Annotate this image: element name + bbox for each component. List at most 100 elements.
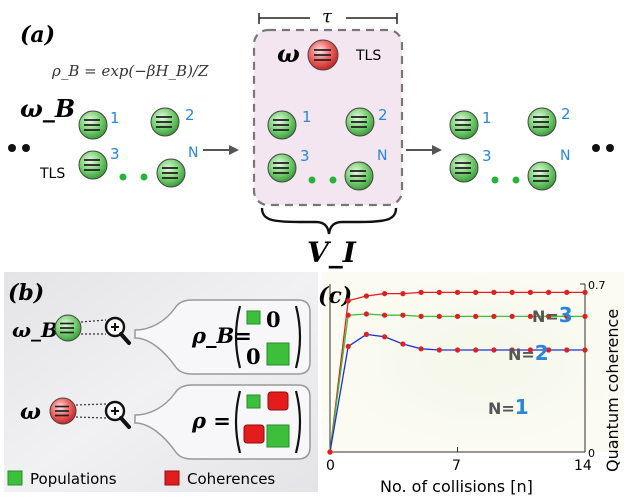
series-label-num: 3 — [559, 303, 573, 327]
matrix-bracket-right — [294, 390, 302, 454]
ellipsis-dot — [592, 144, 600, 152]
data-point — [363, 331, 369, 337]
system-qubit — [307, 39, 339, 71]
data-point — [582, 289, 588, 295]
out-qubit-index-3: 3 — [482, 147, 492, 165]
data-point — [546, 347, 552, 353]
arrow-right-icon — [203, 145, 239, 155]
data-point — [436, 313, 442, 319]
out-qubit-3 — [449, 153, 479, 183]
x-tick-7: 7 — [452, 458, 461, 474]
rho-label: ρ = — [191, 408, 231, 433]
data-point — [527, 313, 534, 319]
green-dot — [491, 176, 499, 184]
rho-b-formula: ρ_B = exp(−βH_B)/Z — [51, 62, 209, 80]
interaction-label: V_I — [307, 236, 357, 269]
qubit-index-n: N — [188, 145, 198, 161]
x-tick-0: 0 — [326, 458, 335, 474]
rho-callout — [134, 384, 311, 460]
data-point — [582, 313, 588, 319]
data-point — [382, 291, 388, 297]
out-qubit-index-1: 1 — [482, 109, 492, 127]
arrow-right-icon — [406, 145, 442, 155]
panel-b: (b) ω_B ρ_B= 0 0 ω — [4, 272, 318, 492]
series-label-n2: N=2 — [508, 341, 549, 365]
series-label-n1: N=1 — [488, 395, 529, 419]
data-point — [363, 293, 369, 299]
tau-label: τ — [322, 6, 333, 27]
green-dot — [308, 176, 316, 184]
data-point — [436, 347, 442, 353]
population-square-large — [266, 342, 290, 366]
legend-coherences-swatch — [164, 470, 180, 486]
panel-a: (a) ρ_B = exp(−βH_B)/Z ω_B 1 2 TLS 3 — [8, 6, 614, 269]
data-point — [564, 347, 570, 353]
box-qubit-3 — [267, 153, 297, 183]
y-tick-07: 0.7 — [588, 279, 606, 292]
series-label-num: 2 — [535, 341, 549, 365]
box-qubit-index-2: 2 — [378, 106, 388, 124]
data-point — [546, 313, 552, 319]
green-dot — [140, 173, 148, 181]
out-qubit-1 — [449, 110, 479, 140]
series-label-prefix: N= — [488, 399, 515, 418]
rho-b-label: ρ_B= — [191, 323, 252, 348]
data-point — [473, 313, 479, 319]
ellipsis-dot — [8, 144, 16, 152]
data-point — [454, 313, 461, 319]
magnifier-icon — [104, 400, 131, 429]
data-point — [454, 347, 461, 353]
green-dot — [329, 176, 337, 184]
series-label-prefix: N= — [532, 307, 559, 326]
data-point — [564, 313, 570, 319]
bath-qubit-1 — [78, 110, 108, 140]
omega-label: ω — [277, 39, 300, 68]
qubit-index-1: 1 — [110, 109, 120, 127]
data-point — [509, 289, 515, 295]
bath-qubit-n — [156, 158, 186, 188]
data-point — [454, 289, 461, 295]
coherence-square — [267, 391, 289, 411]
y-tick-0: 0 — [588, 447, 595, 460]
tls-label: TLS — [39, 166, 65, 182]
qubit-index-2: 2 — [185, 106, 195, 124]
box-qubit-index-1: 1 — [302, 108, 312, 126]
green-dot — [512, 176, 520, 184]
ellipsis-dot — [22, 144, 30, 152]
legend-populations-swatch — [7, 470, 23, 486]
panel-c-label: (c) — [318, 283, 352, 309]
out-qubit-index-2: 2 — [561, 105, 571, 123]
data-point — [418, 346, 424, 352]
data-point — [400, 341, 406, 347]
data-point — [382, 312, 388, 318]
ellipsis-dot — [606, 144, 614, 152]
data-point — [418, 289, 424, 295]
x-tick-14: 14 — [574, 458, 592, 474]
underbrace — [260, 207, 398, 235]
data-point — [345, 343, 351, 349]
omega-b-label: ω_B — [20, 94, 75, 123]
panel-b-label: (b) — [8, 280, 44, 306]
offdiag-zero: 0 — [246, 344, 261, 369]
data-point — [509, 347, 515, 353]
box-qubit-index-n: N — [377, 148, 387, 164]
data-point — [527, 347, 534, 353]
matrix-bracket-left — [234, 305, 242, 369]
legend-populations-label: Populations — [30, 470, 117, 488]
offdiag-zero: 0 — [266, 307, 281, 332]
data-point — [491, 347, 497, 353]
bath-qubit-b — [54, 314, 82, 342]
data-point — [473, 347, 479, 353]
tls-system-label: TLS — [355, 48, 381, 64]
data-point — [582, 347, 588, 353]
rho-b-callout — [134, 299, 311, 375]
data-point — [363, 311, 369, 317]
series-label-n3: N=3 — [532, 303, 573, 327]
omega-b-label-b: ω_B — [12, 318, 58, 342]
data-point — [491, 313, 497, 319]
matrix-bracket-right — [294, 305, 302, 369]
system-qubit-b — [49, 397, 77, 425]
legend-coherences-label: Coherences — [187, 470, 275, 488]
data-point — [327, 449, 333, 455]
